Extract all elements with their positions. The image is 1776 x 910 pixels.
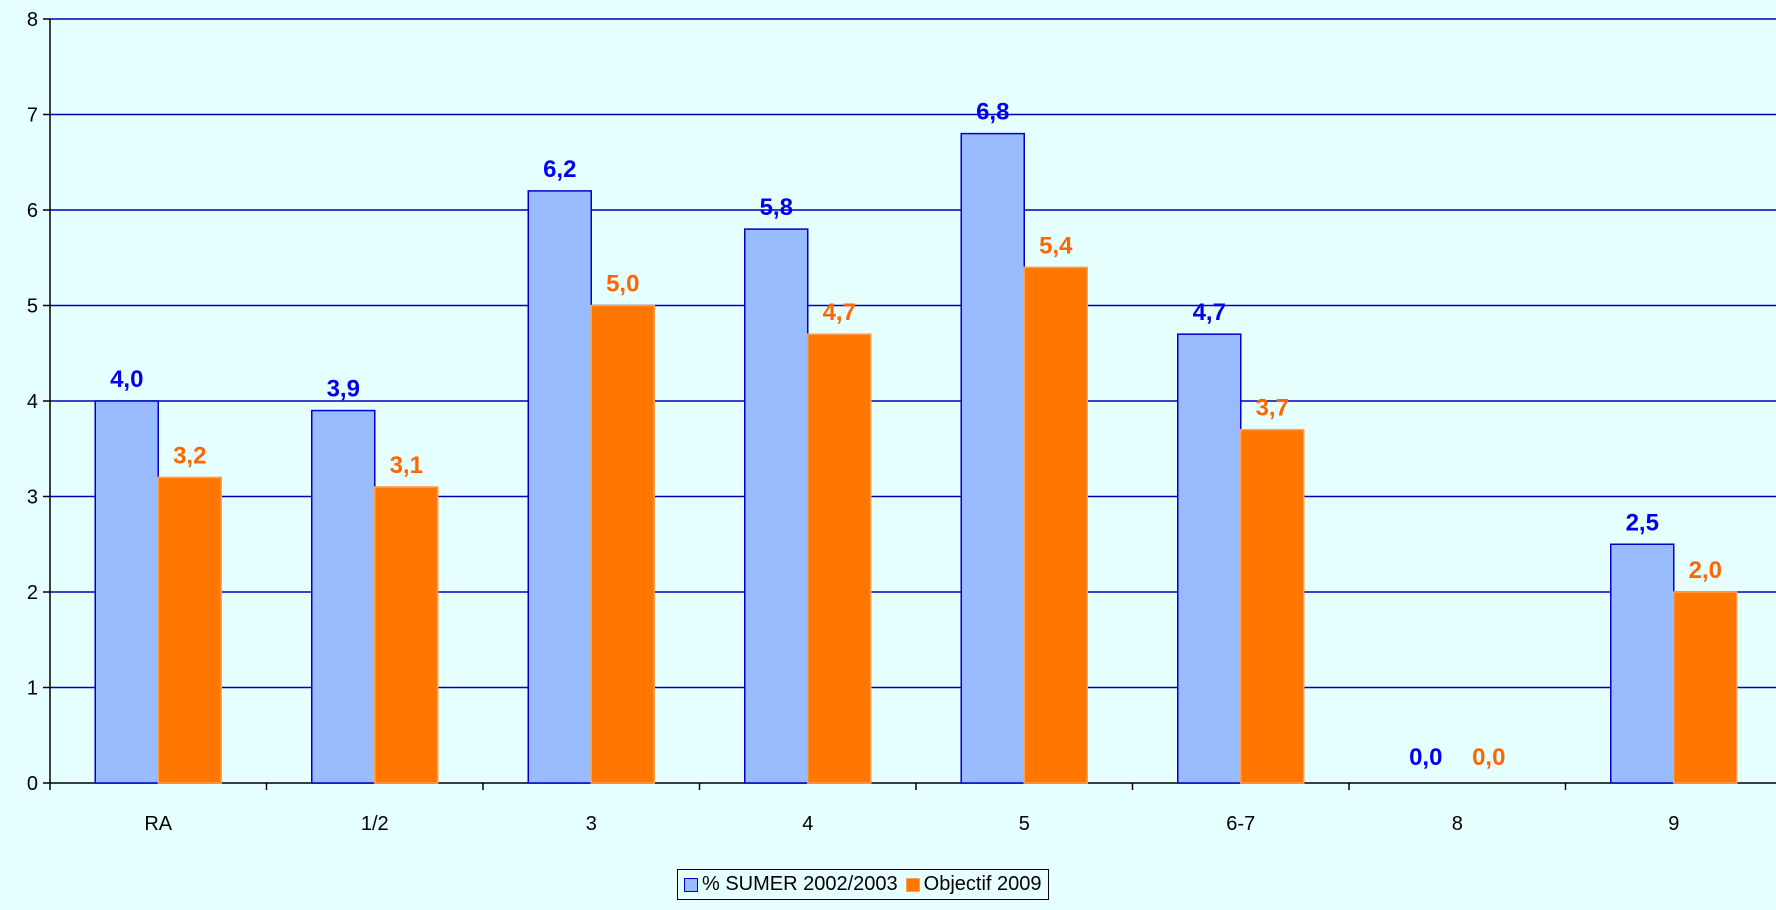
bar-sumer bbox=[311, 409, 376, 784]
legend-item-objectif: Objectif 2009 bbox=[905, 873, 1042, 896]
data-label-objectif: 5,4 bbox=[1039, 232, 1073, 259]
bar-objectif bbox=[1023, 266, 1088, 784]
bar-sumer bbox=[527, 190, 592, 784]
bar-objectif bbox=[1240, 428, 1305, 784]
y-tick-label: 3 bbox=[27, 487, 38, 509]
y-tick-label: 2 bbox=[27, 582, 38, 604]
bar-objectif bbox=[1673, 591, 1738, 784]
data-label-sumer: 6,8 bbox=[976, 99, 1009, 126]
data-label-sumer: 4,7 bbox=[1193, 299, 1226, 326]
bar-sumer bbox=[94, 400, 159, 784]
bar-objectif bbox=[807, 333, 872, 784]
x-tick-label: 4 bbox=[802, 813, 813, 835]
data-label-sumer: 4,0 bbox=[110, 366, 143, 393]
x-tick-label: 5 bbox=[1019, 813, 1030, 835]
data-label-objectif: 4,7 bbox=[823, 299, 856, 326]
bar-objectif bbox=[157, 476, 222, 784]
legend-item-sumer: % SUMER 2002/2003 bbox=[684, 873, 898, 896]
bar-chart: 0 1 2 3 4 5 6 7 8 4,0 3,2 RA 3,9 3,1 1/2 6,2 5,0 3 5,8 4,7 4… bbox=[27, 9, 1776, 835]
x-tick-label: 8 bbox=[1452, 813, 1463, 835]
y-tick-label: 0 bbox=[27, 773, 38, 795]
chart-legend: % SUMER 2002/2003 Objectif 2009 bbox=[677, 869, 1049, 900]
legend-swatch-sumer bbox=[684, 877, 698, 892]
x-tick-label: 1/2 bbox=[361, 813, 389, 835]
legend-label-sumer: % SUMER 2002/2003 bbox=[702, 873, 898, 895]
data-label-sumer: 2,5 bbox=[1626, 509, 1659, 536]
bar-objectif bbox=[374, 486, 439, 784]
bar-sumer bbox=[1177, 333, 1242, 784]
y-tick-label: 4 bbox=[27, 391, 38, 413]
data-label-sumer: 6,2 bbox=[543, 156, 576, 183]
x-tick-label: 3 bbox=[586, 813, 597, 835]
y-tick-label: 5 bbox=[27, 296, 38, 318]
legend-label-objectif: Objectif 2009 bbox=[923, 873, 1042, 895]
data-label-objectif: 3,7 bbox=[1256, 395, 1289, 422]
x-tick-label: RA bbox=[144, 813, 172, 835]
data-label-objectif: 5,0 bbox=[606, 271, 639, 298]
bar-sumer bbox=[744, 228, 809, 784]
data-label-objectif: 3,2 bbox=[173, 442, 206, 469]
y-tick-label: 1 bbox=[27, 678, 38, 700]
y-tick-label: 7 bbox=[27, 105, 38, 127]
x-tick-label: 6-7 bbox=[1226, 813, 1255, 835]
data-label-objectif: 3,1 bbox=[390, 452, 423, 479]
y-tick-label: 8 bbox=[27, 9, 38, 31]
y-tick-label: 6 bbox=[27, 200, 38, 222]
data-label-objectif: 0,0 bbox=[1472, 744, 1505, 771]
bar-objectif bbox=[590, 304, 655, 784]
legend-swatch-objectif bbox=[905, 877, 920, 892]
data-label-sumer: 3,9 bbox=[327, 376, 360, 403]
x-tick-label: 9 bbox=[1668, 813, 1679, 835]
data-label-sumer: 0,0 bbox=[1409, 744, 1442, 771]
bar-sumer bbox=[1610, 543, 1675, 784]
bar-sumer bbox=[960, 132, 1025, 784]
data-label-sumer: 5,8 bbox=[760, 194, 793, 221]
data-label-objectif: 2,0 bbox=[1689, 557, 1722, 584]
